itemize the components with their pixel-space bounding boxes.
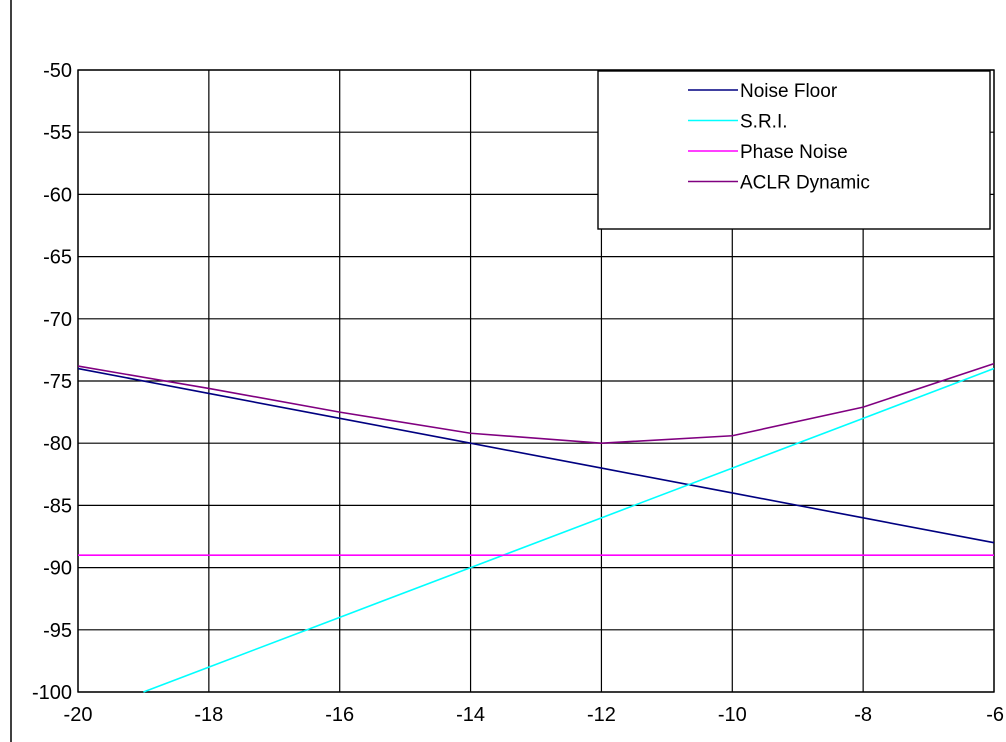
- plot-border: [77, 69, 995, 693]
- x-tick-label: -6: [986, 704, 1004, 726]
- x-tick-label: -16: [325, 704, 354, 726]
- y-tick-label: -55: [43, 122, 72, 144]
- series-line-s-r-i: [143, 367, 995, 693]
- y-tick-label: -85: [43, 495, 72, 517]
- y-tick-label: -50: [43, 60, 72, 82]
- tick-labels: -50 -55 -60 -65 -70 -75 -80 -85 -90 -95 -100-20 -18…: [32, 60, 1004, 726]
- x-tick-label: -14: [456, 704, 485, 726]
- legend-label-noise-floor: Noise Floor: [740, 81, 838, 102]
- legend-label-phase-noise: Phase Noise: [740, 142, 848, 163]
- y-tick-label: -75: [43, 371, 72, 393]
- x-tick-label: -20: [64, 704, 93, 726]
- y-tick-label: -70: [43, 309, 72, 331]
- x-tick-label: -8: [854, 704, 872, 726]
- y-tick-label: -100: [32, 682, 72, 704]
- series-group: [77, 362, 995, 693]
- series-line-aclr-dynamic: [77, 362, 995, 445]
- x-tick-label: -12: [587, 704, 616, 726]
- y-tick-label: -80: [43, 433, 72, 455]
- legend-label-aclr-dynamic: ACLR Dynamic: [740, 173, 870, 194]
- x-tick-label: -18: [194, 704, 223, 726]
- y-tick-label: -90: [43, 558, 72, 580]
- legend: Noise Floor S.R.I. Phase Noise ACLR Dynamic: [597, 70, 991, 230]
- y-tick-label: -60: [43, 184, 72, 206]
- y-tick-label: -95: [43, 620, 72, 642]
- legend-box: [597, 70, 991, 230]
- x-tick-label: -10: [718, 704, 747, 726]
- plot-area-border: [77, 69, 995, 693]
- y-tick-label: -65: [43, 247, 72, 269]
- legend-label-s-r-i: S.R.I.: [740, 112, 788, 133]
- series-line-noise-floor: [77, 367, 995, 544]
